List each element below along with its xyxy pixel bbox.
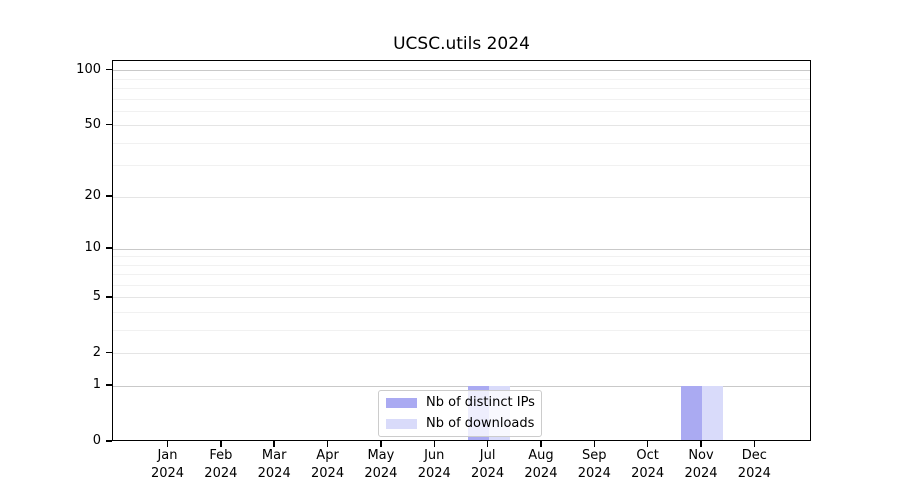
y-tick-label: 10 (84, 240, 101, 256)
x-tick-month: Jun (424, 448, 445, 463)
y-tick-mark (106, 195, 112, 197)
legend-swatch-distinct-ips-icon (386, 398, 417, 408)
x-tick-mark (486, 441, 489, 447)
x-tick-year: 2024 (257, 466, 291, 481)
y-tick-mark (106, 247, 112, 249)
x-tick-year: 2024 (471, 466, 505, 481)
y-tick-mark (106, 384, 112, 386)
x-tick-month: Aug (528, 448, 554, 463)
minor-gridline (113, 165, 810, 167)
y-tick-label: 0 (92, 433, 101, 448)
x-tick-label: Oct 2024 (616, 447, 680, 483)
x-tick-label: Mar 2024 (242, 447, 306, 483)
x-tick-label: Jan 2024 (136, 447, 200, 483)
x-tick-label: Feb 2024 (189, 447, 253, 483)
x-tick-month: Oct (636, 448, 659, 463)
y-tick-mark (106, 68, 112, 71)
x-tick-month: Sep (582, 448, 607, 463)
x-tick-mark (646, 441, 649, 447)
bar-nb-of-downloads-nov-2024 (702, 386, 723, 441)
minor-gridline (113, 274, 810, 276)
x-tick-mark (220, 441, 222, 447)
x-tick-month: May (367, 448, 395, 463)
y-tick-label: 100 (76, 61, 101, 77)
x-tick-label: Apr 2024 (296, 447, 360, 483)
x-tick-mark (380, 441, 382, 447)
minor-gridline (113, 142, 810, 144)
x-tick-year: 2024 (684, 466, 718, 481)
major-gridline (113, 70, 810, 72)
x-tick-label: May 2024 (349, 447, 413, 483)
y-tick-label: 5 (92, 288, 101, 304)
major-gridline (113, 297, 810, 299)
bar-nb-of-distinct-ips-nov-2024 (681, 386, 702, 441)
x-tick-label: Nov 2024 (669, 447, 733, 483)
legend-label-downloads: Nb of downloads (426, 416, 535, 431)
chart-title: UCSC.utils 2024 (393, 34, 530, 54)
minor-gridline (113, 312, 810, 314)
major-gridline (113, 385, 810, 387)
x-tick-year: 2024 (150, 466, 185, 481)
x-tick-month: Feb (209, 448, 233, 463)
x-tick-label: Aug 2024 (509, 447, 573, 483)
x-tick-year: 2024 (524, 466, 558, 481)
y-tick-mark (106, 296, 112, 298)
y-tick-label: 20 (84, 188, 101, 204)
y-tick-mark (106, 123, 112, 126)
x-tick-mark (166, 441, 169, 447)
x-tick-year: 2024 (631, 466, 665, 481)
y-tick-label: 1 (92, 377, 101, 393)
x-tick-year: 2024 (204, 466, 238, 481)
legend-swatch-downloads-icon (386, 419, 417, 429)
y-tick-mark (106, 440, 112, 442)
y-tick-label: 50 (84, 116, 101, 132)
plot-area (112, 60, 811, 441)
minor-gridline (113, 256, 810, 258)
x-tick-mark (433, 441, 435, 447)
x-tick-label: Jun 2024 (402, 447, 466, 483)
y-tick-label: 2 (92, 344, 101, 360)
minor-gridline (113, 98, 810, 100)
x-tick-label: Sep 2024 (562, 447, 626, 483)
major-gridline (113, 353, 810, 355)
legend-label-distinct-ips: Nb of distinct IPs (426, 395, 535, 410)
x-tick-month: Apr (316, 448, 339, 463)
minor-gridline (113, 110, 810, 112)
x-tick-label: Jul 2024 (456, 447, 520, 483)
x-tick-month: Dec (741, 448, 767, 463)
major-gridline (113, 248, 810, 250)
x-tick-month: Jul (479, 448, 496, 463)
x-tick-month: Nov (688, 448, 714, 463)
minor-gridline (113, 284, 810, 286)
x-tick-mark (273, 441, 275, 447)
legend-item-downloads: Nb of downloads (386, 415, 534, 433)
minor-gridline (113, 329, 810, 331)
x-tick-mark (326, 441, 329, 447)
minor-gridline (113, 264, 810, 266)
x-tick-year: 2024 (364, 466, 398, 481)
minor-gridline (113, 87, 810, 89)
x-tick-month: Jan (157, 448, 178, 463)
x-tick-year: 2024 (737, 466, 771, 481)
x-tick-mark (593, 441, 596, 447)
x-tick-month: Mar (261, 448, 287, 463)
x-tick-label: Dec 2024 (722, 447, 786, 483)
y-tick-mark (106, 351, 112, 354)
major-gridline (113, 125, 810, 127)
x-tick-mark (540, 441, 542, 447)
legend-item-distinct-ips: Nb of distinct IPs (386, 394, 535, 412)
minor-gridline (113, 78, 810, 80)
x-tick-year: 2024 (311, 466, 345, 481)
x-tick-year: 2024 (417, 466, 451, 481)
legend: Nb of distinct IPs Nb of downloads (378, 390, 542, 437)
major-gridline (113, 196, 810, 198)
x-tick-mark (753, 441, 756, 447)
x-tick-year: 2024 (577, 466, 611, 481)
x-tick-mark (700, 441, 702, 447)
